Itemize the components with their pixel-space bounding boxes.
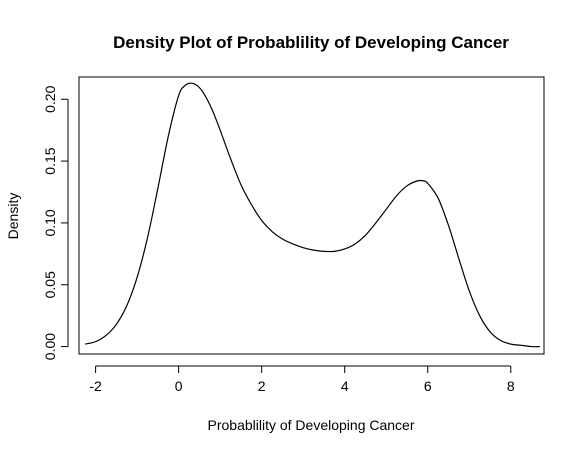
y-tick-label: 0.05 bbox=[42, 271, 58, 298]
x-tick-label: 0 bbox=[175, 378, 183, 394]
x-axis-label: Probablility of Developing Cancer bbox=[208, 417, 415, 433]
y-tick-label: 0.20 bbox=[42, 85, 58, 112]
x-tick-label: 2 bbox=[258, 378, 266, 394]
y-tick-label: 0.10 bbox=[42, 209, 58, 236]
x-tick-label: 8 bbox=[507, 378, 515, 394]
chart-title: Density Plot of Probablility of Developi… bbox=[113, 33, 509, 52]
x-axis: -2 0 2 4 6 8 bbox=[89, 365, 515, 394]
density-curve bbox=[85, 82, 540, 348]
plot-frame bbox=[78, 76, 545, 355]
y-tick-label: 0.15 bbox=[42, 147, 58, 174]
x-tick-label: 6 bbox=[424, 378, 432, 394]
x-tick-label: 4 bbox=[341, 378, 349, 394]
y-tick-label: 0.00 bbox=[42, 333, 58, 360]
y-axis: 0.00 0.05 0.10 0.15 0.20 bbox=[42, 85, 69, 360]
x-tick-label: -2 bbox=[89, 378, 102, 394]
y-axis-label: Density bbox=[5, 193, 21, 240]
